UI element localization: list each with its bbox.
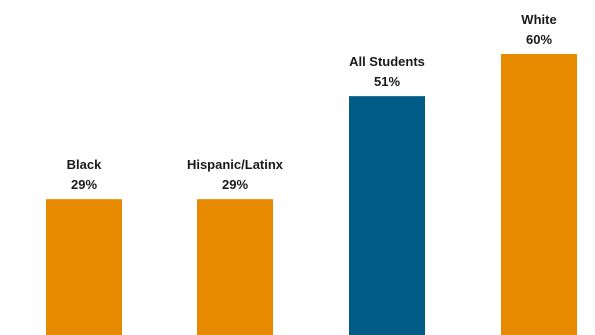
bar-hispanic-latinx bbox=[197, 199, 273, 335]
category-label: All Students bbox=[349, 54, 425, 69]
value-label: 60% bbox=[526, 32, 552, 47]
value-label: 51% bbox=[374, 74, 400, 89]
category-label: Black bbox=[67, 157, 102, 172]
bar-all-students bbox=[349, 96, 425, 335]
bars-group bbox=[46, 54, 577, 335]
category-label: Hispanic/Latinx bbox=[187, 157, 284, 172]
category-label: White bbox=[521, 12, 556, 27]
bar-black bbox=[46, 199, 122, 335]
labels-group: Black 29% Hispanic/Latinx 29% All Students 51… bbox=[67, 12, 557, 192]
bar-white bbox=[501, 54, 577, 335]
value-label: 29% bbox=[71, 177, 97, 192]
value-label: 29% bbox=[222, 177, 248, 192]
